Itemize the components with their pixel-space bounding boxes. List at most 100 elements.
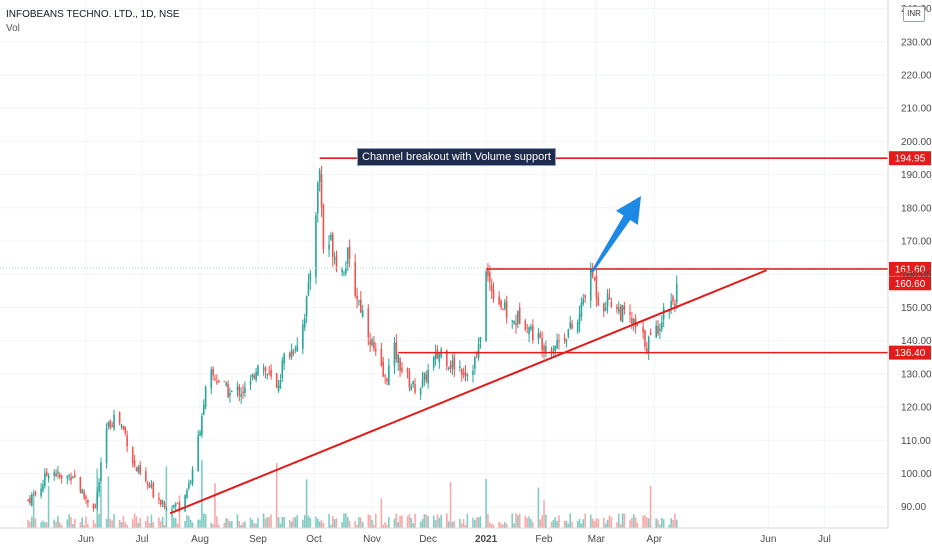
volume-bar [466,513,469,528]
volume-bar [608,515,611,528]
candle-body [646,348,648,352]
volume-bar [281,516,284,528]
volume-bar [59,522,61,528]
volume-bar [34,518,37,528]
time-tick-label: Apr [647,534,663,545]
volume-bar [100,484,102,528]
volume-bar [371,519,373,528]
volume-bar [440,514,442,528]
candle-body [244,387,246,393]
candle-body [386,378,388,382]
time-tick-label: Oct [306,534,322,545]
volume-bar [262,513,265,528]
volume-bar [201,460,203,528]
volume-bar [619,524,622,528]
volume-bar [161,517,164,528]
volume-bar [397,522,399,528]
candle-body [176,502,179,504]
candle-body [199,431,201,436]
candle-body [410,386,413,391]
candle-body [296,345,299,352]
volume-bar [83,524,85,528]
currency-badge[interactable]: INR [903,6,925,22]
price-level-value: 161.60 [895,264,926,275]
volume-bar [32,489,35,528]
bullish-arrow-group[interactable] [590,196,641,273]
candle-body [518,308,521,324]
time-tick-label: 2021 [475,534,498,545]
annotation-label[interactable]: Channel breakout with Volume support [357,148,556,166]
candle-body [485,271,487,341]
volume-bar [449,481,452,528]
candle-body [571,323,573,329]
volume-bar [655,518,657,528]
volume-bar [414,513,416,528]
volume-bar [644,515,646,528]
volume-bar [545,514,547,528]
volume-bar [307,515,310,528]
volume-bar [578,518,581,528]
candle-body [603,303,605,312]
candle-body [197,435,199,472]
candle-body [174,503,177,506]
candle-body [262,368,265,370]
candle-body [446,350,448,367]
volume-bar [255,523,257,528]
candle-body [216,381,218,384]
candle-body [249,380,252,385]
candle-body [257,365,259,376]
candle-body [662,307,665,320]
volume-bar [139,517,142,528]
candle-body [644,330,646,347]
candle-body [659,328,661,331]
candle-body [515,322,517,326]
volume-bar [124,522,127,528]
candle-body [578,314,581,325]
volume-bar [670,518,672,528]
candle-body [30,495,33,506]
time-tick-label: Nov [363,534,381,545]
candle-body [537,333,540,339]
volume-bar [388,516,390,528]
candle-body [72,476,74,479]
price-tick-label: 190.00 [901,170,932,181]
volume-bar [668,524,671,528]
candle-body [68,474,70,476]
volume-bar [543,500,545,528]
volume-bar [212,523,214,528]
candle-body [393,342,396,367]
volume-bar [367,514,370,528]
candle-body [511,320,514,322]
candle-body [53,472,56,476]
volume-indicator-label[interactable]: Vol [6,23,20,34]
volume-bar [659,524,661,528]
candle-body [212,368,214,376]
volume-bar [174,517,177,528]
candle-body [621,305,624,323]
horizontal-levels[interactable]: 194.95 161.60 136.40 160.60 [0,151,931,360]
volume-bar [199,519,201,528]
candle-body [126,435,128,447]
candle-body [462,372,465,375]
candle-body [616,306,618,310]
trendline-group[interactable] [169,269,767,515]
volume-bar [318,521,321,528]
volume-bar [554,517,557,528]
price-level-value: 194.95 [895,154,926,165]
volume-bar [223,522,226,528]
price-tick-label: 150.00 [901,303,932,314]
candle-body [532,325,534,341]
price-tick-label: 160.00 [901,270,932,281]
time-axis[interactable]: Jun Jul Aug Sep Oct Nov Dec 2021 Feb Mar Apr Jun Jul [0,527,888,545]
candle-body [288,352,291,358]
candle-body [87,499,89,503]
volume-bar [302,519,304,528]
candle-body [502,308,504,310]
volume-bar [288,519,291,528]
price-tick-label: 120.00 [901,403,932,414]
time-tick-label: Jun [78,534,94,545]
candle-body [201,416,203,435]
volume-bar [98,514,100,528]
volume-bar [636,523,639,528]
